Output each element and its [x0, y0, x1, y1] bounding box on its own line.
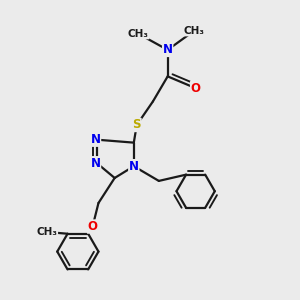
- Text: N: N: [163, 44, 173, 56]
- Text: S: S: [133, 118, 141, 131]
- Text: O: O: [88, 220, 98, 233]
- Text: CH₃: CH₃: [36, 227, 57, 237]
- Text: N: N: [129, 160, 139, 173]
- Text: CH₃: CH₃: [128, 29, 149, 39]
- Text: O: O: [190, 82, 201, 95]
- Text: CH₃: CH₃: [184, 26, 205, 36]
- Text: N: N: [91, 133, 100, 146]
- Text: N: N: [91, 157, 100, 170]
